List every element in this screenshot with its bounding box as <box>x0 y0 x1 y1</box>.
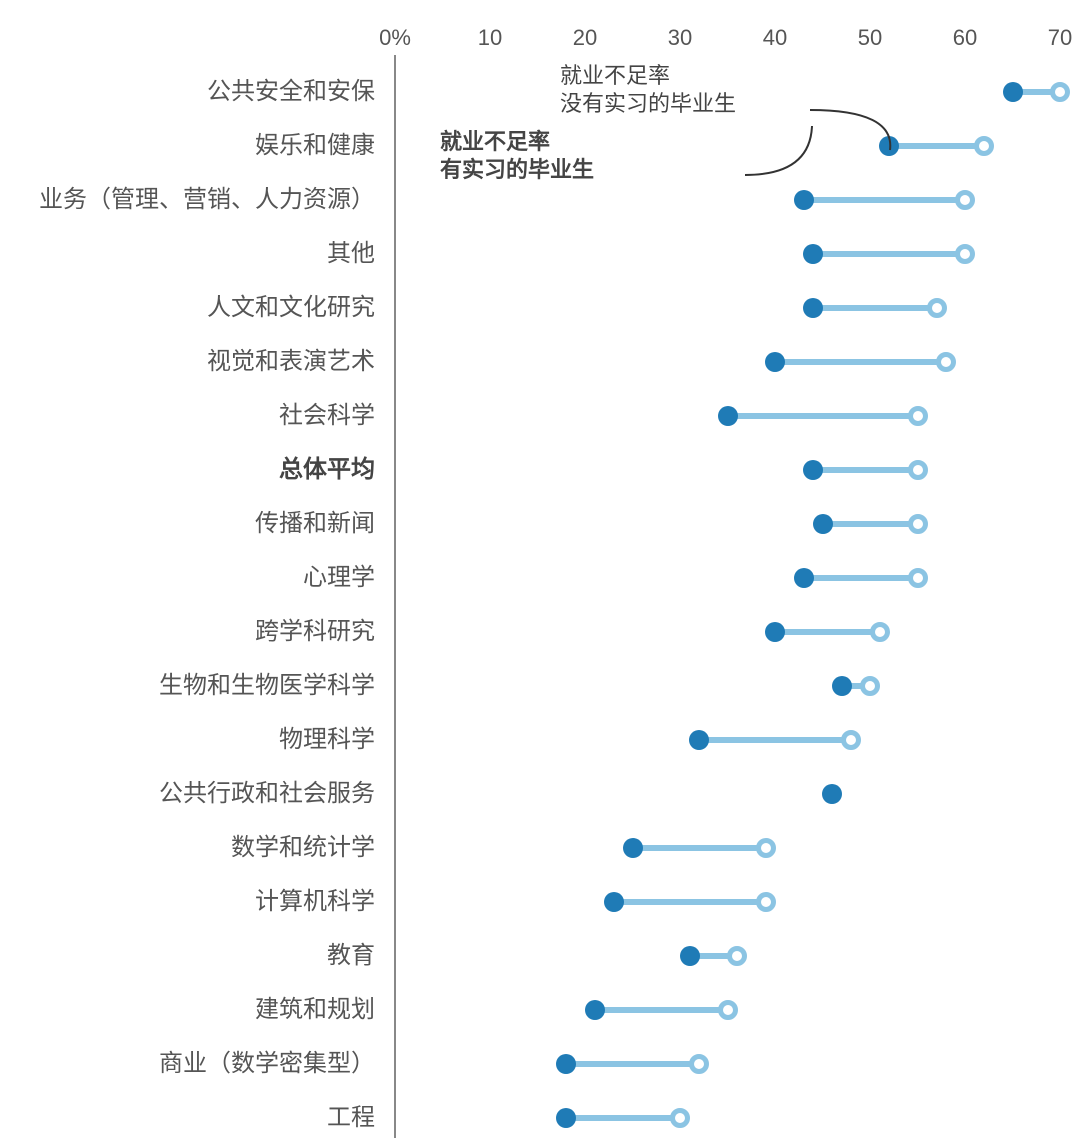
annotation-curve <box>0 0 1080 1143</box>
underemployment-dumbbell-chart: 0%10203040506070公共安全和安保娱乐和健康业务（管理、营销、人力资… <box>0 0 1080 1143</box>
